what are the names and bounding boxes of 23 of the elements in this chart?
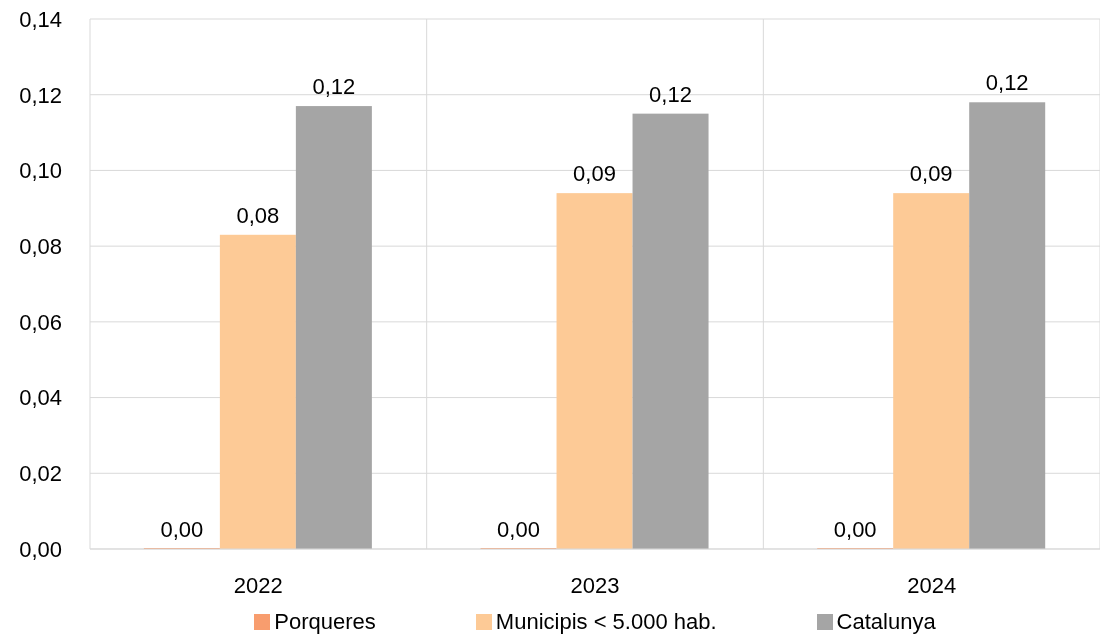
y-tick-label: 0,02: [19, 461, 62, 487]
data-label: 0,00: [833, 517, 877, 542]
data-label: 0,12: [649, 81, 692, 107]
legend-label: Municipis < 5.000 hab.: [494, 609, 717, 635]
y-tick-label: 0,12: [19, 82, 62, 108]
y-tick-label: 0,06: [19, 309, 62, 335]
y-tick-label: 0,00: [19, 536, 62, 562]
x-tick-label: 2023: [570, 572, 620, 598]
x-tick-label: 2022: [233, 572, 283, 598]
x-tick-label: 2024: [907, 572, 957, 598]
data-label: 0,09: [573, 161, 616, 187]
data-label: 0,08: [236, 202, 280, 228]
y-tick-label: 0,10: [19, 158, 62, 184]
legend-label: Catalunya: [835, 609, 936, 635]
data-label: 0,00: [160, 517, 204, 542]
data-label: 0,09: [909, 161, 953, 187]
legend-label: Porqueres: [273, 609, 376, 635]
data-label: 0,12: [985, 70, 1029, 96]
data-label: 0,12: [312, 74, 356, 100]
data-label: 0,00: [497, 517, 540, 542]
y-tick-label: 0,14: [19, 6, 62, 32]
y-tick-label: 0,04: [19, 385, 62, 411]
y-tick-label: 0,08: [19, 233, 62, 259]
